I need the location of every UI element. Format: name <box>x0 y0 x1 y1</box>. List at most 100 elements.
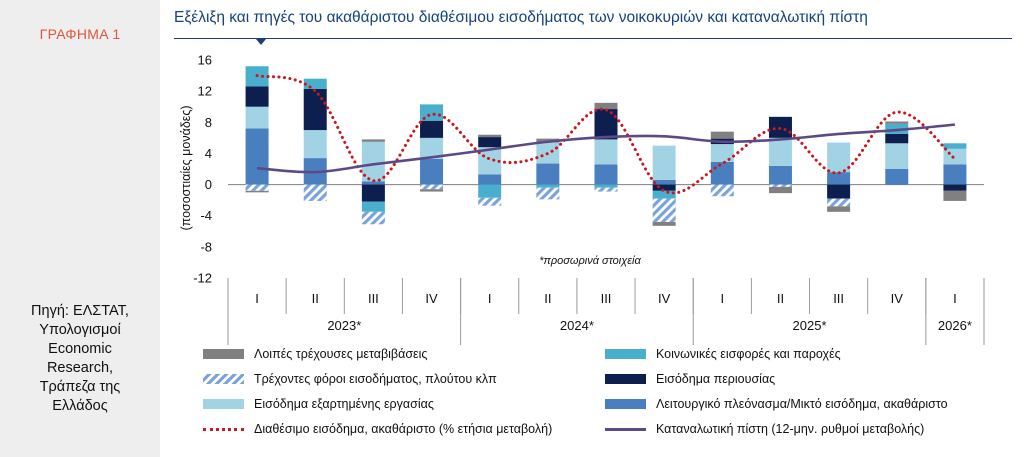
year-group-label: 2025* <box>793 318 827 333</box>
bar-segment <box>768 184 792 187</box>
bar-segment <box>827 198 851 207</box>
bar-segment <box>943 148 967 165</box>
bar-segment <box>478 147 502 175</box>
x-tick-label: I <box>720 291 724 306</box>
bar-segment <box>361 141 385 182</box>
title-pointer-icon <box>256 39 266 45</box>
bar-segment <box>710 131 734 139</box>
bar-segment <box>943 184 967 191</box>
bar-segment <box>420 184 444 190</box>
sidebar-panel: ΓΡΑΦΗΜΑ 1 Πηγή: ΕΛΣΤΑΤ, Υπολογισμοί Econ… <box>0 0 160 457</box>
bar-segment <box>361 211 385 225</box>
chart-title: Εξέλιξη και πηγές του ακαθάριστου διαθέσ… <box>174 9 868 26</box>
bar-segment <box>710 184 734 197</box>
consumer-credit-line <box>256 123 956 174</box>
bar-segment <box>420 189 444 192</box>
bar-segment <box>594 109 618 140</box>
x-tick-label: III <box>368 291 379 306</box>
x-tick-label: III <box>833 291 844 306</box>
bar-segment <box>885 169 909 185</box>
bar-segment <box>303 184 327 201</box>
bar-segment <box>594 164 618 185</box>
y-tick-label: -8 <box>200 239 212 254</box>
bar-segment <box>652 184 676 191</box>
bar-segment <box>420 104 444 121</box>
bar-segment <box>710 144 734 162</box>
bar-segment <box>594 139 618 165</box>
disposable-income-line <box>255 74 957 195</box>
bar-segment <box>710 161 734 185</box>
bar-segment <box>361 201 385 212</box>
x-tick-label: IV <box>891 291 904 306</box>
bar-segment <box>245 86 269 107</box>
bar-segment <box>827 172 851 185</box>
year-group-label: 2026* <box>938 318 972 333</box>
x-tick-label: IV <box>658 291 671 306</box>
bar-segment <box>768 137 792 166</box>
x-tick-label: II <box>777 291 784 306</box>
bar-segment <box>420 137 444 159</box>
bar-segment <box>303 78 327 89</box>
y-tick-label: 4 <box>205 146 212 161</box>
bar-segment <box>885 133 909 144</box>
bar-segment <box>478 184 502 198</box>
bar-segment <box>768 186 792 194</box>
year-group-label: 2023* <box>327 318 361 333</box>
bar-segment <box>478 134 502 138</box>
title-rule <box>174 38 1012 39</box>
bar-segment <box>885 121 909 124</box>
x-tick-label: I <box>488 291 492 306</box>
bar-segment <box>885 143 909 169</box>
y-tick-label: 8 <box>205 115 212 130</box>
bar-segment <box>594 184 618 188</box>
bar-segment <box>303 88 327 131</box>
bar-segment <box>652 179 676 185</box>
bar-segment <box>420 158 444 185</box>
bar-segment <box>652 190 676 199</box>
bar-segment <box>594 102 618 110</box>
y-tick-label: 0 <box>205 177 212 192</box>
bar-segment <box>478 137 502 148</box>
bar-segment <box>478 174 502 185</box>
bar-segment <box>827 184 851 199</box>
bar-segment <box>652 198 676 222</box>
x-tick-label: II <box>544 291 551 306</box>
bar-segment <box>303 130 327 159</box>
x-tick-label: I <box>255 291 259 306</box>
bar-segment <box>943 143 967 149</box>
bar-segment <box>245 184 269 191</box>
bar-segment <box>245 190 269 193</box>
y-tick-label: 12 <box>198 84 212 99</box>
x-tick-label: III <box>601 291 612 306</box>
bar-segment <box>536 187 560 200</box>
bar-segment <box>245 106 269 129</box>
figure-label: ΓΡΑΦΗΜΑ 1 <box>39 26 121 42</box>
y-tick-label: -12 <box>193 271 212 286</box>
y-tick-label: 16 <box>198 53 212 68</box>
bar-segment <box>594 187 618 192</box>
bar-segment <box>827 142 851 173</box>
x-tick-label: IV <box>425 291 438 306</box>
source-note: Πηγή: ΕΛΣΤΑΤ, Υπολογισμοί Economic Resea… <box>31 303 129 414</box>
bar-segment <box>420 120 444 138</box>
x-tick-label: II <box>312 291 319 306</box>
bar-segment <box>361 184 385 202</box>
bar-segment <box>652 145 676 180</box>
bar-segment <box>768 165 792 185</box>
bar-segment <box>361 139 385 142</box>
y-axis-label: (ποσοστιαίες μονάδες) <box>179 105 193 230</box>
bar-segment <box>827 206 851 212</box>
bar-segment <box>361 181 385 185</box>
x-tick-label: I <box>953 291 957 306</box>
bar-segment <box>652 221 676 226</box>
bar-segment <box>478 197 502 206</box>
bar-segment <box>536 184 560 188</box>
provisional-note: *προσωρινά στοιχεία <box>539 255 641 267</box>
bar-segment <box>943 164 967 185</box>
bar-segment <box>943 190 967 201</box>
y-tick-label: -4 <box>200 208 212 223</box>
bar-segment <box>245 128 269 185</box>
year-group-label: 2024* <box>560 318 594 333</box>
bar-segment <box>536 163 560 185</box>
